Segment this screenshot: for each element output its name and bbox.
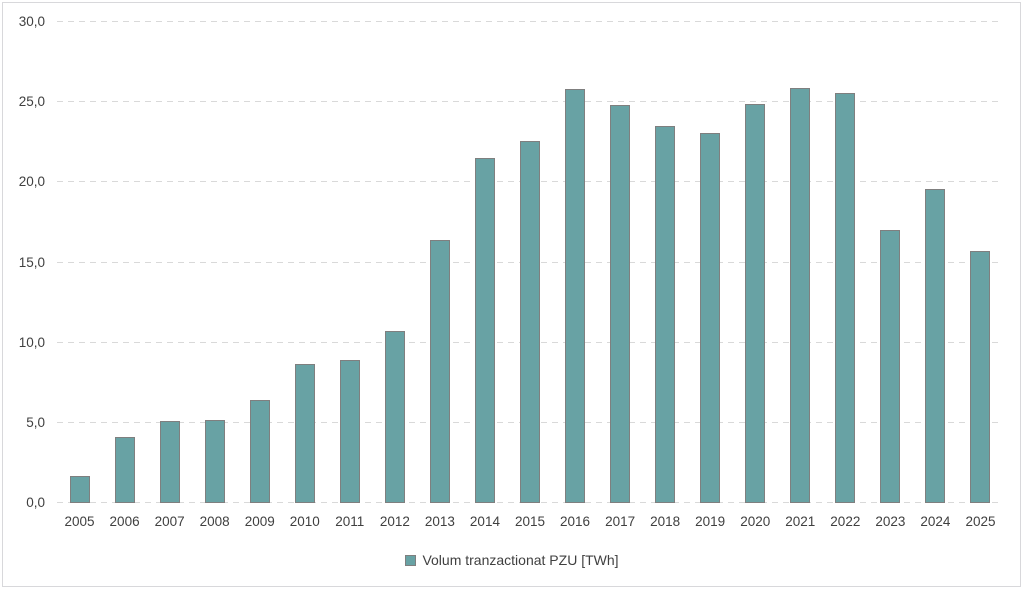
bar-2022: [835, 93, 856, 503]
bar-2019: [700, 133, 721, 503]
x-tick-label-2023: 2023: [875, 514, 906, 529]
y-tick-label: 25,0: [18, 94, 45, 110]
y-tick-label: 20,0: [18, 174, 45, 190]
bar-slot: [102, 22, 147, 503]
bar-slot: [372, 22, 417, 503]
bar-2018: [655, 126, 676, 503]
bar-2007: [159, 421, 180, 503]
legend-label: Volum tranzactionat PZU [TWh]: [422, 552, 619, 568]
bar-2020: [745, 104, 766, 503]
legend: Volum tranzactionat PZU [TWh]: [0, 549, 1024, 571]
x-tick-label-2021: 2021: [785, 514, 816, 529]
bar-slot: [192, 22, 237, 503]
x-tick-label-2016: 2016: [560, 514, 591, 529]
x-tick-label-2013: 2013: [424, 514, 455, 529]
bar-2024: [925, 189, 946, 503]
bar-2025: [970, 251, 991, 503]
bar-slot: [733, 22, 778, 503]
bar-2011: [339, 360, 360, 503]
bar-slot: [958, 22, 1003, 503]
bar-2009: [249, 400, 270, 503]
bar-2006: [114, 437, 135, 503]
x-tick-label-2015: 2015: [514, 514, 546, 529]
bar-slot: [913, 22, 958, 503]
y-tick-label: 5,0: [26, 414, 45, 430]
plot-area: [57, 21, 1003, 503]
bar-slot: [282, 22, 327, 503]
bar-2017: [610, 105, 631, 503]
x-tick-label-2011: 2011: [335, 514, 365, 529]
y-tick-label: 15,0: [18, 254, 45, 270]
x-tick-label-2006: 2006: [109, 514, 140, 529]
x-tick-label-2005: 2005: [64, 514, 95, 529]
bar-slot: [147, 22, 192, 503]
bar-2012: [384, 331, 405, 503]
bar-2008: [204, 420, 225, 503]
x-tick-label-2022: 2022: [830, 514, 861, 529]
bar-2013: [429, 240, 450, 503]
bar-slot: [417, 22, 462, 503]
bar-2021: [790, 88, 811, 503]
x-axis: 2005 2006 2007 2008 2009 2010 2011 2012 2013 2014…: [57, 513, 1003, 531]
x-tick-label-2008: 2008: [199, 514, 230, 529]
bar-2016: [565, 89, 586, 503]
x-tick-label-2009: 2009: [244, 514, 275, 529]
bar-2005: [69, 476, 90, 503]
bar-slot: [643, 22, 688, 503]
x-tick-label-2014: 2014: [469, 514, 500, 529]
y-tick-label: 10,0: [18, 334, 45, 350]
bar-2023: [880, 230, 901, 503]
x-tick-label-2010: 2010: [289, 514, 320, 529]
y-axis: 0,0 5,0 10,0 15,0 20,0 25,0 30,0: [0, 14, 45, 510]
y-tick-label: 30,0: [18, 14, 45, 29]
x-tick-label-2007: 2007: [154, 514, 185, 529]
bar-slot: [598, 22, 643, 503]
gridline-30,0: [57, 21, 1003, 22]
bar-slot: [688, 22, 733, 503]
x-tick-label-2025: 2025: [965, 514, 996, 529]
bar-slot: [823, 22, 868, 503]
legend-swatch-icon: [405, 554, 417, 566]
x-tick-label-2019: 2019: [695, 514, 726, 529]
bar-slot: [327, 22, 372, 503]
y-tick-label: 0,0: [26, 495, 45, 510]
x-tick-label-2017: 2017: [605, 514, 636, 529]
gridline-25,0: [57, 101, 1003, 103]
x-tick-label-2012: 2012: [379, 514, 410, 529]
bar-slot: [507, 22, 552, 503]
bar-2015: [519, 141, 540, 503]
bar-slot: [778, 22, 823, 503]
bar-2014: [474, 158, 495, 503]
bar-slot: [462, 22, 507, 503]
x-tick-label-2018: 2018: [650, 514, 681, 529]
x-tick-label-2024: 2024: [920, 514, 951, 529]
bar-slot: [237, 22, 282, 503]
bar-slot: [868, 22, 913, 503]
x-tick-label-2020: 2020: [740, 514, 771, 529]
bar-slot: [553, 22, 598, 503]
bar-slot: [57, 22, 102, 503]
bar-2010: [294, 364, 315, 503]
